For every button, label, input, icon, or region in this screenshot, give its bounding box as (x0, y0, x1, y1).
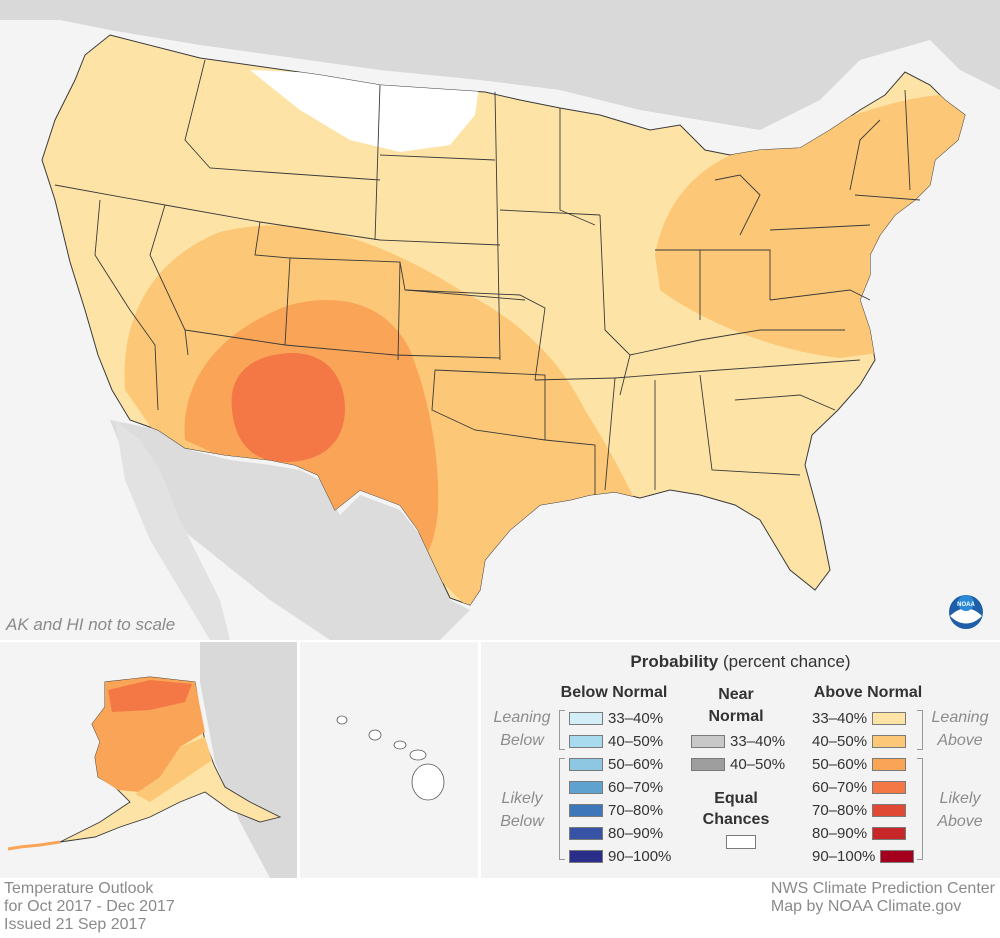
below-normal-swatch (569, 849, 603, 863)
above-normal-row: 80–90% (812, 823, 907, 843)
below-normal-swatch (569, 757, 603, 771)
above-normal-row: 70–80% (812, 800, 907, 820)
leaning-above-bracket (917, 710, 923, 750)
above-normal-swatch (872, 757, 907, 771)
scale-note: AK and HI not to scale (6, 615, 176, 634)
likely-above-label: Likely Above (937, 790, 983, 830)
outlook-period: for Oct 2017 - Dec 2017 (4, 898, 175, 915)
hawaii-inset-map (300, 642, 478, 878)
near-normal-row: 40–50% (691, 754, 785, 774)
above-normal-label: 70–80% (812, 801, 868, 819)
likely-below-bracket (559, 758, 565, 860)
above-normal-swatch (872, 780, 907, 794)
near-normal-heading-line2: Normal (708, 708, 764, 725)
noaa-logo-text: NOAA (957, 602, 975, 608)
below-normal-swatch (569, 803, 603, 817)
leaning-below-label: Leaning Below (493, 709, 551, 749)
below-normal-row: 33–40% (569, 708, 663, 728)
above-normal-swatch (880, 849, 915, 863)
equal-chances-line2: Chances (702, 811, 770, 828)
below-normal-label: 50–60% (608, 755, 664, 773)
below-normal-swatch (569, 711, 603, 725)
above-60-70-region (231, 352, 345, 462)
alaska-above-40-50 (135, 737, 212, 802)
below-normal-row: 80–90% (569, 823, 663, 843)
above-normal-label: 33–40% (812, 709, 868, 727)
above-normal-heading: Above Normal (813, 684, 923, 701)
above-normal-label: 50–60% (812, 755, 868, 773)
above-normal-row: 40–50% (812, 731, 907, 751)
likely-above-bracket (917, 758, 923, 860)
near-normal-label: 40–50% (730, 755, 786, 773)
conus-temperature-map: NOAA (0, 0, 1000, 640)
likely-below-label: Likely Below (500, 790, 544, 830)
canada-landmass (0, 0, 1000, 130)
equal-chances-region (250, 70, 480, 152)
above-normal-row: 50–60% (812, 754, 907, 774)
leaning-below-bracket (559, 710, 565, 750)
equal-chances-swatch (726, 835, 756, 849)
below-normal-row: 50–60% (569, 754, 663, 774)
outlook-caption: Temperature Outlook for Oct 2017 - Dec 2… (4, 880, 175, 934)
below-normal-heading: Below Normal (560, 684, 668, 701)
credit-map: Map by NOAA Climate.gov (770, 898, 962, 915)
above-normal-swatch (872, 803, 907, 817)
outlook-title: Temperature Outlook (4, 880, 154, 897)
aleutian-islands (7, 840, 61, 851)
below-normal-swatch (569, 826, 603, 840)
below-normal-row: 40–50% (569, 731, 663, 751)
near-normal-heading-line1: Near (718, 686, 754, 703)
above-normal-swatch (872, 711, 907, 725)
above-normal-row: 33–40% (812, 708, 907, 728)
above-normal-label: 60–70% (812, 778, 868, 796)
near-normal-heading: Near Normal (691, 684, 781, 728)
near-normal-row: 33–40% (691, 731, 785, 751)
above-normal-swatch (872, 734, 907, 748)
below-normal-label: 60–70% (608, 778, 664, 796)
hawaii-islands (336, 715, 445, 801)
legend-title: Probability (percent chance) (481, 652, 1000, 672)
noaa-logo: NOAA (949, 595, 983, 629)
below-normal-swatch (569, 734, 603, 748)
equal-chances-heading: Equal Chances (691, 788, 781, 830)
below-normal-label: 90–100% (608, 847, 672, 865)
credit-caption: NWS Climate Prediction Center Map by NOA… (771, 880, 995, 916)
probability-legend: Probability (percent chance) Below Norma… (481, 642, 1000, 878)
below-normal-row: 70–80% (569, 800, 663, 820)
below-normal-label: 33–40% (608, 709, 664, 727)
below-normal-row: 90–100% (569, 846, 671, 866)
above-normal-label: 40–50% (812, 732, 868, 750)
legend-title-rest: (percent chance) (723, 652, 851, 671)
above-normal-label: 90–100% (812, 847, 876, 865)
leaning-above-label: Leaning Above (931, 709, 989, 749)
below-normal-swatch (569, 780, 603, 794)
below-normal-label: 40–50% (608, 732, 664, 750)
equal-chances-line1: Equal (714, 790, 758, 807)
state-boundaries (54, 59, 921, 495)
above-normal-swatch (872, 826, 907, 840)
mexico-landmass (110, 420, 470, 640)
below-normal-label: 80–90% (608, 824, 664, 842)
near-normal-swatch (691, 757, 725, 771)
alaska-above-60-70 (108, 680, 192, 712)
near-normal-label: 33–40% (730, 732, 786, 750)
below-normal-row: 60–70% (569, 777, 663, 797)
credit-source: NWS Climate Prediction Center (770, 880, 995, 897)
alaska-inset-map (0, 642, 297, 878)
outlook-issued: Issued 21 Sep 2017 (4, 916, 147, 933)
legend-title-bold: Probability (630, 652, 719, 671)
above-normal-row: 90–100% (812, 846, 915, 866)
above-normal-row: 60–70% (812, 777, 907, 797)
above-normal-label: 80–90% (812, 824, 868, 842)
baja-peninsula (115, 420, 230, 640)
below-normal-label: 70–80% (608, 801, 664, 819)
near-normal-swatch (691, 734, 725, 748)
